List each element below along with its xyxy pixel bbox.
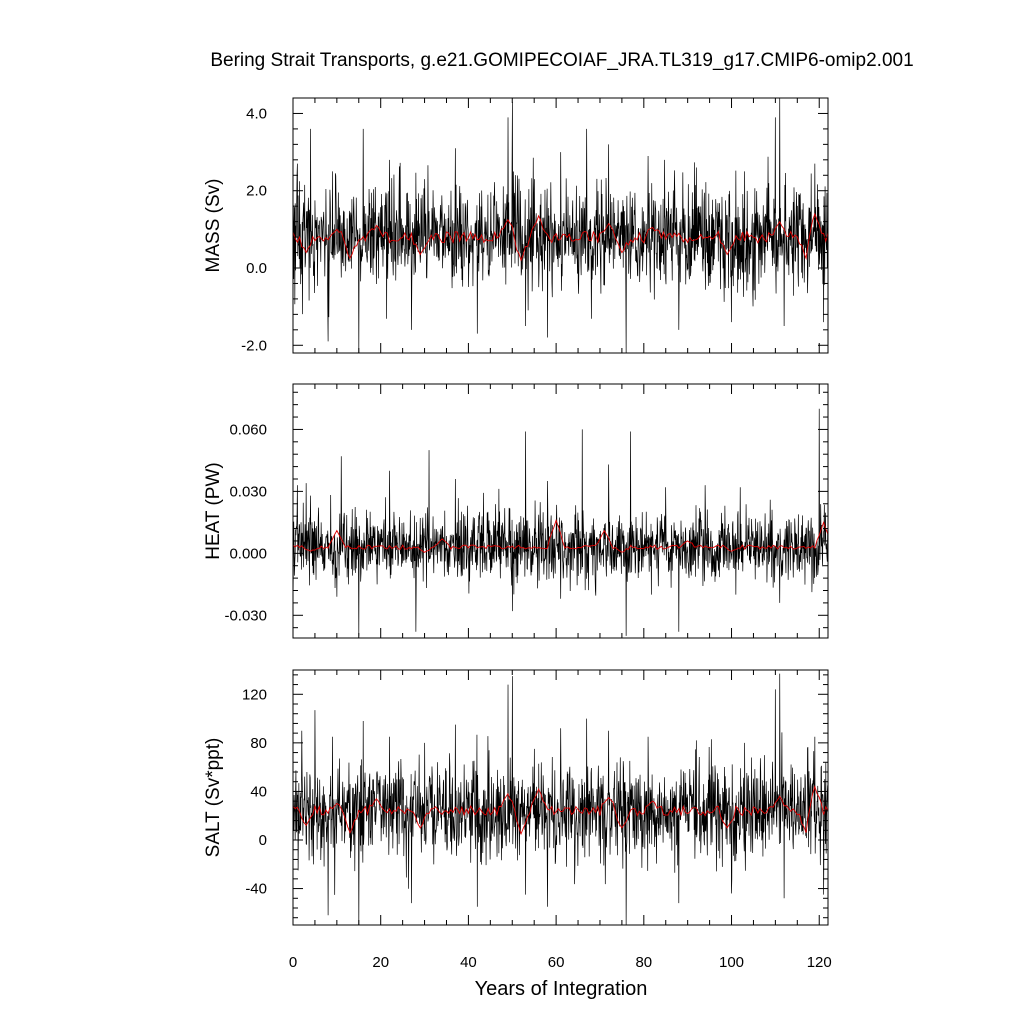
x-tick-label: 0 bbox=[289, 954, 297, 971]
mass-monthly-series bbox=[293, 98, 828, 353]
salt-plot-frame bbox=[292, 669, 829, 926]
x-tick-label: 60 bbox=[548, 954, 565, 971]
mass-y-tick-label: 2.0 bbox=[246, 183, 267, 200]
mass-plot-frame bbox=[292, 97, 829, 354]
mass-y-tick-label: 0.0 bbox=[246, 260, 267, 277]
heat-y-tick-label: 0.030 bbox=[229, 483, 267, 500]
salt-y-axis-label: SALT (Sv*ppt) bbox=[203, 738, 224, 858]
x-tick-label: 80 bbox=[635, 954, 652, 971]
heat-smoothed-series bbox=[293, 518, 828, 553]
mass-y-axis-label: MASS (Sv) bbox=[203, 179, 224, 273]
mass-smoothed-series bbox=[293, 212, 828, 262]
heat-y-tick-label: -0.030 bbox=[224, 607, 267, 624]
heat-monthly-series bbox=[293, 408, 828, 636]
salt-smoothed-series bbox=[293, 785, 828, 836]
mass-y-tick-label: -2.0 bbox=[241, 337, 267, 354]
x-tick-label: 40 bbox=[460, 954, 477, 971]
chart-title: Bering Strait Transports, g.e21.GOMIPECO… bbox=[210, 50, 913, 71]
x-tick-label: 20 bbox=[372, 954, 389, 971]
heat-panel: -0.030 0.000 0.030 0.060 HEAT (PW) bbox=[203, 383, 829, 639]
heat-y-tick-label: 0.060 bbox=[229, 421, 267, 438]
salt-panel: -40 0 40 80 120 SALT (Sv*ppt) 0 20 40 60 80 100 120 bbox=[203, 669, 832, 971]
heat-y-tick-label: 0.000 bbox=[229, 545, 267, 562]
salt-y-tick-label: 40 bbox=[250, 783, 267, 800]
x-axis-label: Years of Integration bbox=[475, 978, 648, 1000]
salt-monthly-series bbox=[293, 673, 828, 925]
salt-y-tick-label: 80 bbox=[250, 735, 267, 752]
heat-plot-frame bbox=[292, 383, 829, 639]
x-tick-label: 100 bbox=[719, 954, 744, 971]
salt-y-tick-label: 0 bbox=[259, 832, 267, 849]
mass-panel: -2.0 0.0 2.0 4.0 MASS (Sv) bbox=[203, 97, 829, 354]
salt-y-tick-label: -40 bbox=[245, 881, 267, 898]
mass-y-tick-label: 4.0 bbox=[246, 105, 267, 122]
salt-y-tick-label: 120 bbox=[242, 686, 267, 703]
heat-y-axis-label: HEAT (PW) bbox=[203, 462, 224, 559]
x-tick-label: 120 bbox=[807, 954, 832, 971]
